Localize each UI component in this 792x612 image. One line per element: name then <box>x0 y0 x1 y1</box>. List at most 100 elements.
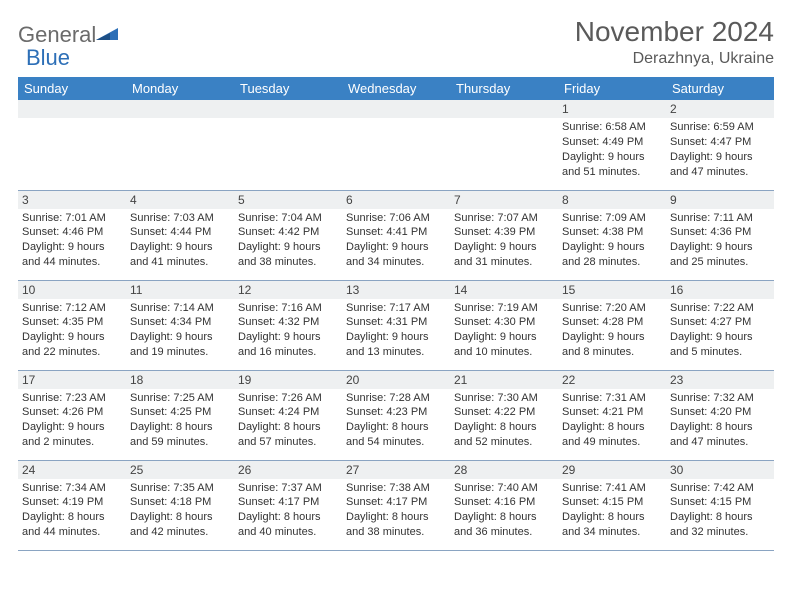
day-d1: Daylight: 9 hours <box>130 330 230 345</box>
day-sr: Sunrise: 7:26 AM <box>238 391 338 406</box>
logo: General Blue <box>18 16 118 69</box>
day-number <box>234 100 342 118</box>
day-info: Sunrise: 7:06 AMSunset: 4:41 PMDaylight:… <box>346 211 446 270</box>
day-sr: Sunrise: 7:19 AM <box>454 301 554 316</box>
day-info: Sunrise: 7:09 AMSunset: 4:38 PMDaylight:… <box>562 211 662 270</box>
day-cell: 1Sunrise: 6:58 AMSunset: 4:49 PMDaylight… <box>558 100 666 190</box>
day-cell: 7 Sunrise: 7:07 AMSunset: 4:39 PMDaylight… <box>450 190 558 280</box>
day-ss: Sunset: 4:38 PM <box>562 225 662 240</box>
day-d1: Daylight: 9 hours <box>562 330 662 345</box>
day-cell: 25Sunrise: 7:35 AMSunset: 4:18 PMDayligh… <box>126 460 234 550</box>
day-number: 4 <box>126 191 234 209</box>
week-row: 1Sunrise: 6:58 AMSunset: 4:49 PMDaylight… <box>18 100 774 190</box>
day-d1: Daylight: 9 hours <box>562 150 662 165</box>
day-info: Sunrise: 7:30 AMSunset: 4:22 PMDaylight:… <box>454 391 554 450</box>
day-d1: Daylight: 8 hours <box>130 420 230 435</box>
day-ss: Sunset: 4:24 PM <box>238 405 338 420</box>
day-number: 10 <box>18 281 126 299</box>
day-d1: Daylight: 9 hours <box>22 330 122 345</box>
day-cell: 18Sunrise: 7:25 AMSunset: 4:25 PMDayligh… <box>126 370 234 460</box>
day-d1: Daylight: 9 hours <box>562 240 662 255</box>
day-cell: 2 Sunrise: 6:59 AMSunset: 4:47 PMDaylight… <box>666 100 774 190</box>
day-sr: Sunrise: 7:41 AM <box>562 481 662 496</box>
day-cell: 16Sunrise: 7:22 AMSunset: 4:27 PMDayligh… <box>666 280 774 370</box>
day-sr: Sunrise: 7:31 AM <box>562 391 662 406</box>
day-header-monday: Monday <box>126 77 234 100</box>
day-ss: Sunset: 4:16 PM <box>454 495 554 510</box>
day-sr: Sunrise: 6:58 AM <box>562 120 662 135</box>
day-ss: Sunset: 4:25 PM <box>130 405 230 420</box>
day-cell: 11Sunrise: 7:14 AMSunset: 4:34 PMDayligh… <box>126 280 234 370</box>
calendar-table: SundayMondayTuesdayWednesdayThursdayFrid… <box>18 77 774 551</box>
day-number: 15 <box>558 281 666 299</box>
day-header-saturday: Saturday <box>666 77 774 100</box>
day-info: Sunrise: 7:07 AMSunset: 4:39 PMDaylight:… <box>454 211 554 270</box>
day-d2: and 32 minutes. <box>670 525 770 540</box>
day-sr: Sunrise: 7:09 AM <box>562 211 662 226</box>
day-cell: 24Sunrise: 7:34 AMSunset: 4:19 PMDayligh… <box>18 460 126 550</box>
day-cell <box>450 100 558 190</box>
day-sr: Sunrise: 7:11 AM <box>670 211 770 226</box>
day-ss: Sunset: 4:42 PM <box>238 225 338 240</box>
day-info: Sunrise: 6:58 AMSunset: 4:49 PMDaylight:… <box>562 120 662 179</box>
day-info: Sunrise: 7:25 AMSunset: 4:25 PMDaylight:… <box>130 391 230 450</box>
day-number: 21 <box>450 371 558 389</box>
day-d2: and 49 minutes. <box>562 435 662 450</box>
day-d2: and 34 minutes. <box>346 255 446 270</box>
day-d2: and 52 minutes. <box>454 435 554 450</box>
day-d2: and 8 minutes. <box>562 345 662 360</box>
day-number <box>18 100 126 118</box>
day-number: 26 <box>234 461 342 479</box>
day-d2: and 31 minutes. <box>454 255 554 270</box>
day-sr: Sunrise: 7:17 AM <box>346 301 446 316</box>
day-d1: Daylight: 8 hours <box>346 510 446 525</box>
day-ss: Sunset: 4:15 PM <box>670 495 770 510</box>
day-d2: and 57 minutes. <box>238 435 338 450</box>
day-cell <box>18 100 126 190</box>
day-number: 28 <box>450 461 558 479</box>
day-number: 7 <box>450 191 558 209</box>
header: General Blue November 2024 Derazhnya, Uk… <box>18 16 774 69</box>
day-d2: and 51 minutes. <box>562 165 662 180</box>
day-d1: Daylight: 8 hours <box>562 420 662 435</box>
day-d1: Daylight: 8 hours <box>22 510 122 525</box>
day-sr: Sunrise: 6:59 AM <box>670 120 770 135</box>
day-cell: 10Sunrise: 7:12 AMSunset: 4:35 PMDayligh… <box>18 280 126 370</box>
day-number: 2 <box>666 100 774 118</box>
day-number: 8 <box>558 191 666 209</box>
day-header-row: SundayMondayTuesdayWednesdayThursdayFrid… <box>18 77 774 100</box>
day-number <box>450 100 558 118</box>
day-d1: Daylight: 9 hours <box>22 420 122 435</box>
day-info: Sunrise: 7:38 AMSunset: 4:17 PMDaylight:… <box>346 481 446 540</box>
day-info: Sunrise: 7:11 AMSunset: 4:36 PMDaylight:… <box>670 211 770 270</box>
day-sr: Sunrise: 7:16 AM <box>238 301 338 316</box>
day-number <box>342 100 450 118</box>
week-row: 10Sunrise: 7:12 AMSunset: 4:35 PMDayligh… <box>18 280 774 370</box>
day-info: Sunrise: 6:59 AMSunset: 4:47 PMDaylight:… <box>670 120 770 179</box>
day-cell: 29Sunrise: 7:41 AMSunset: 4:15 PMDayligh… <box>558 460 666 550</box>
day-number: 25 <box>126 461 234 479</box>
day-cell: 30Sunrise: 7:42 AMSunset: 4:15 PMDayligh… <box>666 460 774 550</box>
day-header-friday: Friday <box>558 77 666 100</box>
day-ss: Sunset: 4:47 PM <box>670 135 770 150</box>
day-d2: and 19 minutes. <box>130 345 230 360</box>
day-number: 22 <box>558 371 666 389</box>
day-cell: 12Sunrise: 7:16 AMSunset: 4:32 PMDayligh… <box>234 280 342 370</box>
day-cell: 15 Sunrise: 7:20 AMSunset: 4:28 PMDayligh… <box>558 280 666 370</box>
day-sr: Sunrise: 7:30 AM <box>454 391 554 406</box>
day-ss: Sunset: 4:23 PM <box>346 405 446 420</box>
day-cell: 6Sunrise: 7:06 AMSunset: 4:41 PMDaylight… <box>342 190 450 280</box>
day-d1: Daylight: 9 hours <box>454 330 554 345</box>
day-info: Sunrise: 7:20 AMSunset: 4:28 PMDaylight:… <box>562 301 662 360</box>
day-sr: Sunrise: 7:12 AM <box>22 301 122 316</box>
day-d2: and 13 minutes. <box>346 345 446 360</box>
day-sr: Sunrise: 7:38 AM <box>346 481 446 496</box>
day-d1: Daylight: 8 hours <box>670 420 770 435</box>
day-header-thursday: Thursday <box>450 77 558 100</box>
logo-text-blue: Blue <box>26 47 118 69</box>
day-ss: Sunset: 4:20 PM <box>670 405 770 420</box>
day-d1: Daylight: 8 hours <box>454 510 554 525</box>
day-ss: Sunset: 4:39 PM <box>454 225 554 240</box>
day-d1: Daylight: 9 hours <box>238 240 338 255</box>
day-d1: Daylight: 8 hours <box>238 510 338 525</box>
